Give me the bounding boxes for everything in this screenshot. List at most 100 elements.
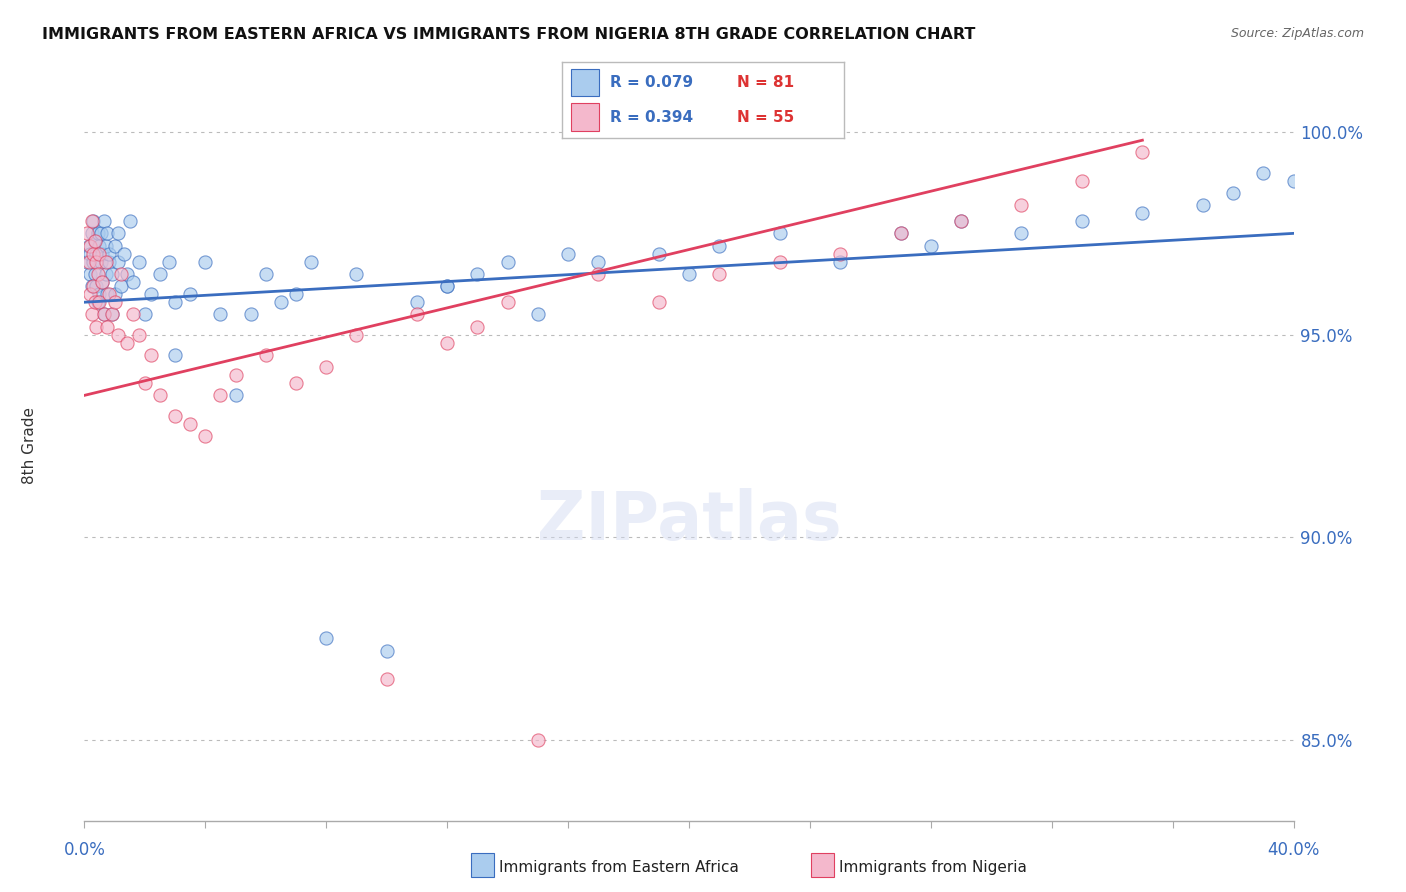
- Point: [1071, 174, 1094, 188]
- Bar: [571, 103, 599, 130]
- Point: [830, 246, 852, 260]
- Text: Immigrants from Nigeria: Immigrants from Nigeria: [839, 860, 1028, 874]
- Point: [1222, 186, 1244, 200]
- Text: ZIPatlas: ZIPatlas: [537, 488, 841, 554]
- Point: [527, 732, 550, 747]
- Text: IMMIGRANTS FROM EASTERN AFRICA VS IMMIGRANTS FROM NIGERIA 8TH GRADE CORRELATION : IMMIGRANTS FROM EASTERN AFRICA VS IMMIGR…: [42, 27, 976, 42]
- Point: [375, 672, 398, 686]
- Point: [86, 254, 108, 268]
- Point: [588, 267, 610, 281]
- Point: [254, 267, 277, 281]
- Point: [97, 287, 120, 301]
- Point: [648, 246, 671, 260]
- Point: [107, 254, 129, 268]
- Point: [77, 254, 100, 268]
- Point: [709, 267, 731, 281]
- Point: [89, 246, 111, 260]
- Point: [84, 267, 107, 281]
- Text: 40.0%: 40.0%: [1267, 841, 1320, 859]
- Point: [950, 214, 973, 228]
- Point: [84, 235, 107, 249]
- Point: [93, 307, 115, 321]
- Point: [80, 279, 103, 293]
- Point: [96, 287, 118, 301]
- Point: [110, 267, 132, 281]
- Point: [149, 388, 172, 402]
- Point: [769, 254, 792, 268]
- Point: [436, 279, 458, 293]
- Point: [139, 348, 162, 362]
- Point: [87, 267, 110, 281]
- Point: [1253, 166, 1275, 180]
- Point: [96, 227, 118, 241]
- Point: [194, 254, 217, 268]
- Point: [648, 295, 671, 310]
- Point: [315, 359, 337, 374]
- Point: [93, 307, 115, 321]
- Point: [86, 319, 108, 334]
- Point: [149, 267, 172, 281]
- Point: [128, 327, 150, 342]
- Point: [436, 335, 458, 350]
- Point: [315, 632, 337, 646]
- Point: [97, 254, 120, 268]
- Point: [79, 267, 101, 281]
- Point: [84, 235, 107, 249]
- Point: [80, 307, 103, 321]
- Point: [1192, 198, 1215, 212]
- Point: [134, 307, 156, 321]
- Point: [93, 214, 115, 228]
- Point: [112, 246, 135, 260]
- Point: [436, 279, 458, 293]
- Point: [82, 214, 104, 228]
- Point: [104, 287, 127, 301]
- Point: [225, 388, 247, 402]
- Text: N = 55: N = 55: [737, 110, 794, 125]
- Point: [100, 267, 122, 281]
- Point: [1011, 198, 1033, 212]
- Point: [115, 267, 138, 281]
- Point: [76, 227, 98, 241]
- Point: [94, 254, 117, 268]
- Point: [87, 295, 110, 310]
- Point: [118, 214, 141, 228]
- Point: [100, 307, 122, 321]
- Text: N = 81: N = 81: [737, 75, 794, 90]
- Point: [254, 348, 277, 362]
- Point: [79, 246, 101, 260]
- Point: [97, 246, 120, 260]
- Point: [1011, 227, 1033, 241]
- Point: [82, 246, 104, 260]
- Point: [91, 275, 114, 289]
- Point: [82, 254, 104, 268]
- Text: 8th Grade: 8th Grade: [22, 408, 38, 484]
- Point: [128, 254, 150, 268]
- Point: [920, 238, 942, 252]
- Point: [77, 238, 100, 252]
- Point: [467, 267, 489, 281]
- Text: R = 0.394: R = 0.394: [610, 110, 693, 125]
- Point: [1282, 174, 1305, 188]
- Point: [107, 327, 129, 342]
- Point: [91, 275, 114, 289]
- Point: [270, 295, 292, 310]
- Point: [209, 388, 232, 402]
- Point: [90, 254, 112, 268]
- Point: [121, 307, 143, 321]
- Point: [94, 238, 117, 252]
- Point: [769, 227, 792, 241]
- Point: [79, 287, 101, 301]
- Point: [86, 246, 108, 260]
- Bar: [571, 69, 599, 95]
- Point: [90, 227, 112, 241]
- Point: [375, 643, 398, 657]
- Point: [79, 238, 101, 252]
- Point: [890, 227, 912, 241]
- Point: [121, 275, 143, 289]
- Point: [285, 376, 308, 391]
- Point: [496, 295, 519, 310]
- Point: [100, 307, 122, 321]
- Point: [678, 267, 700, 281]
- Point: [80, 227, 103, 241]
- Point: [527, 307, 550, 321]
